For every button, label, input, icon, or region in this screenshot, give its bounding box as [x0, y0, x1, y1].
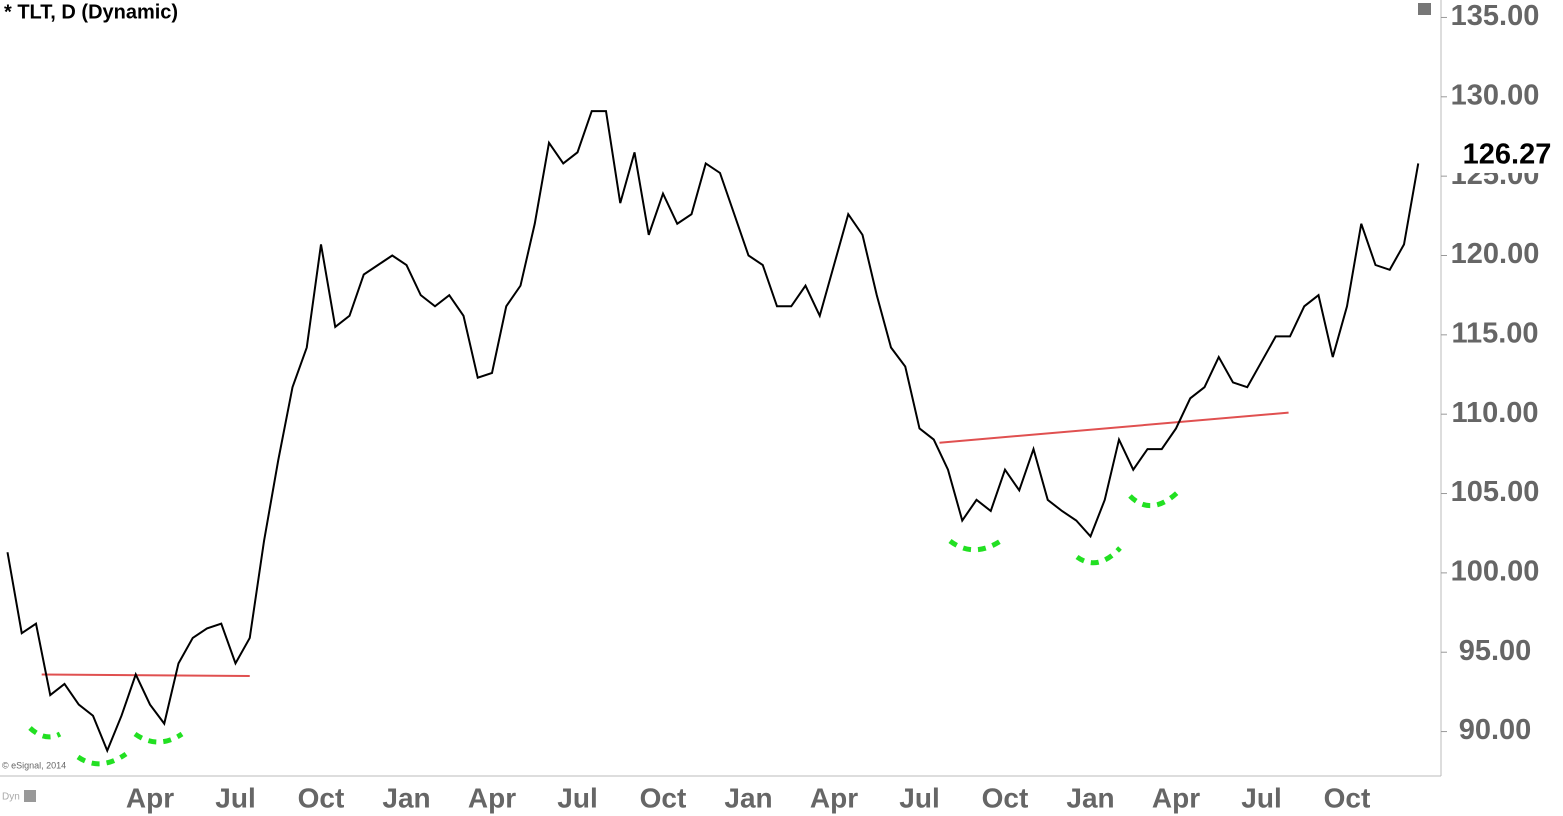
x-tick-label: Jan	[382, 782, 430, 813]
trendline	[939, 411, 1289, 444]
x-tick-label: Apr	[468, 782, 516, 813]
x-tick-label: Apr	[126, 782, 174, 813]
x-tick-label: Jul	[899, 782, 939, 813]
x-tick-label: Jul	[1241, 782, 1281, 813]
window-button[interactable]	[1418, 3, 1431, 15]
y-tick-label: 110.00	[1451, 397, 1538, 429]
x-tick-label: Jan	[724, 782, 772, 813]
icon[interactable]	[24, 790, 36, 802]
annotation-arcs	[28, 488, 1182, 767]
x-tick-label: Oct	[640, 782, 687, 813]
y-tick-label: 115.00	[1451, 317, 1538, 349]
chart-title: * TLT, D (Dynamic)	[4, 1, 178, 23]
x-tick-label: Jan	[1066, 782, 1114, 813]
y-tick-label: 120.00	[1451, 238, 1540, 270]
trendline	[41, 673, 250, 678]
price-line	[6, 110, 1420, 754]
y-tick-label: 95.00	[1459, 635, 1532, 667]
x-tick-label: Oct	[298, 782, 345, 813]
last-price-box	[1452, 138, 1560, 173]
x-tick-label: Oct	[982, 782, 1029, 813]
credit: © eSignal, 2014	[2, 760, 66, 770]
x-tick-label: Oct	[1324, 782, 1371, 813]
y-tick-label: 105.00	[1451, 476, 1540, 508]
x-tick-label: Jul	[215, 782, 255, 813]
y-tick-label: 135.00	[1451, 0, 1540, 32]
x-tick-label: Apr	[1152, 782, 1200, 813]
corner-label: Dyn	[2, 792, 20, 803]
x-tick-label: Apr	[810, 782, 858, 813]
y-tick-label: 90.00	[1459, 714, 1532, 746]
last-price: 126.27	[1463, 139, 1552, 171]
y-tick-label: 130.00	[1451, 79, 1540, 111]
x-tick-label: Jul	[557, 782, 597, 813]
y-tick-label: 100.00	[1451, 556, 1540, 588]
